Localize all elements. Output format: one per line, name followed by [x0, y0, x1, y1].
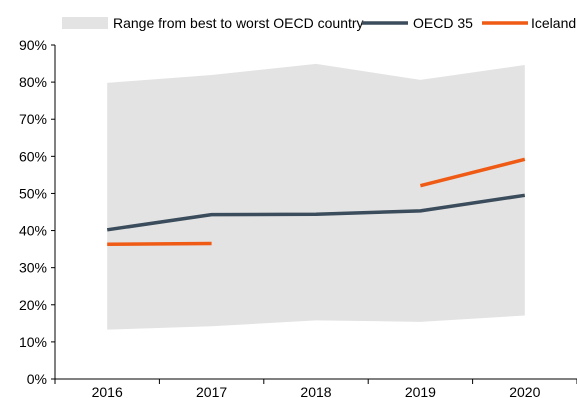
- y-tick-label: 60%: [19, 148, 47, 164]
- range-band-layer: [107, 63, 525, 330]
- x-tick-label: 2017: [196, 384, 227, 398]
- series-line-iceland: [107, 241, 212, 247]
- legend-label-iceland: Iceland: [531, 15, 576, 31]
- x-tick-label: 2016: [92, 384, 123, 398]
- y-tick-label: 10%: [19, 334, 47, 350]
- y-tick-label: 80%: [19, 74, 47, 90]
- series-layer: [106, 157, 526, 247]
- y-tick-label: 70%: [19, 111, 47, 127]
- x-tick-label: 2020: [509, 384, 540, 398]
- range-band-area: [107, 63, 525, 330]
- series-line-oecd35: [106, 193, 526, 232]
- y-tick-label: 50%: [19, 185, 47, 201]
- y-tick-label: 0%: [27, 371, 47, 387]
- y-tick-label: 40%: [19, 223, 47, 239]
- x-tick-label: 2018: [300, 384, 331, 398]
- y-tick-label: 90%: [19, 37, 47, 53]
- legend-label-range: Range from best to worst OECD country: [113, 15, 364, 31]
- axes: 0% 10% 20% 30% 40% 50% 60% 70% 80% 90% 2016 2017 201…: [19, 37, 577, 398]
- y-tick-label: 30%: [19, 260, 47, 276]
- y-tick-label: 20%: [19, 297, 47, 313]
- x-tick-label: 2019: [405, 384, 436, 398]
- legend-swatch-range: [62, 17, 108, 29]
- series-line-iceland: [419, 157, 526, 188]
- legend-label-oecd35: OECD 35: [413, 15, 473, 31]
- legend: Range from best to worst OECD country OE…: [62, 15, 576, 31]
